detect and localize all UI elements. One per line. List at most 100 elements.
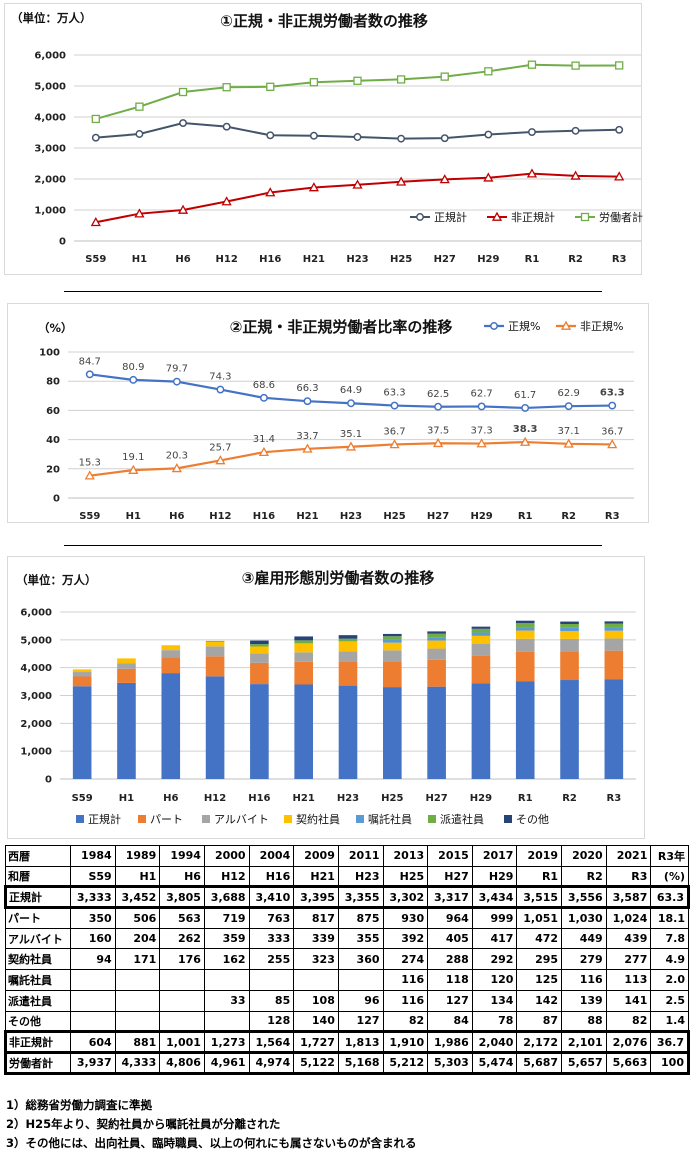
x-tick-label: H23: [346, 254, 368, 265]
table-cell: 4,333: [114, 1050, 161, 1075]
bar-segment: [383, 639, 402, 643]
table-cell: 5,122: [293, 1050, 339, 1075]
bar-segment: [250, 684, 269, 779]
data-point: [303, 397, 312, 406]
table-cell: 33: [203, 989, 250, 1012]
bar-stack-H6: [161, 645, 181, 779]
series-非正規%: 15.3 19.1 20.3 25.7 31.4 33.7 35.1 36.7 37.5 37.3…: [79, 424, 623, 480]
table-cell: 3,333: [70, 885, 116, 910]
table-cell: [70, 1010, 116, 1033]
bar-segment: [427, 686, 446, 779]
table-cell: 817: [293, 907, 339, 929]
table-cell: [159, 969, 205, 991]
x-tick-label: H29: [470, 793, 492, 804]
chart-3-panel: （単位：万人） ③雇用形態別労働者数の推移 0 1,000 2,000 3,000 4,00…: [7, 556, 645, 839]
table-cell: 4,974: [248, 1050, 295, 1075]
table-cell: 204: [114, 927, 161, 950]
chart-2-unit: （%）: [38, 321, 73, 335]
chart-3-title: ③雇用形態別労働者数の推移: [242, 569, 435, 587]
data-point: [564, 402, 573, 411]
data-point: [434, 402, 443, 411]
data-point: [222, 83, 231, 92]
data-point: [309, 131, 318, 140]
table-cell: 881: [114, 1030, 161, 1054]
bar-segment: [383, 636, 402, 640]
table-cell: 1989: [114, 845, 161, 867]
chart-2-title: ②正規・非正規労働者比率の推移: [230, 318, 453, 336]
table-cell: 134: [471, 989, 518, 1012]
bar-stack-R2: [560, 621, 579, 779]
legend-label: 労働者計: [599, 210, 643, 224]
bar-segment: [471, 628, 491, 633]
bar-segment: [117, 658, 136, 664]
data-point: [483, 172, 494, 182]
table-row: その他 128 140 127 82 84 78 87 88 82 1.4: [4, 1010, 689, 1033]
table-header-year: 西暦 1984 1989 1994 2000 2004 2009 2011 2013 2015 20…: [4, 845, 689, 867]
x-tick-label: H12: [216, 254, 238, 265]
table-cell: 113: [605, 969, 652, 991]
x-tick-label: H25: [383, 511, 405, 522]
table-cell: 3,302: [382, 885, 429, 910]
data-label: 36.7: [383, 426, 405, 437]
table-cell: H16: [248, 865, 295, 888]
bar-segment: [604, 638, 624, 651]
table-cell: [70, 989, 116, 1012]
data-point: [222, 122, 231, 131]
data-label: 68.6: [253, 380, 275, 391]
data-label: 20.3: [166, 450, 188, 461]
row-label: 労働者計: [3, 1050, 72, 1075]
data-label: 15.3: [79, 458, 101, 469]
data-point: [608, 401, 617, 410]
x-tick-label: H1: [119, 793, 134, 804]
bar-segment: [338, 641, 358, 652]
table-cell: 292: [471, 948, 518, 971]
data-point: [615, 61, 624, 70]
chart-1-panel: （単位：万人） ①正規・非正規労働者数の推移 0 1,000 2,000 3,000 4,0…: [4, 3, 643, 275]
data-point: [345, 441, 357, 451]
data-point: [84, 470, 95, 480]
row-label: 派遣社員: [4, 989, 72, 1012]
data-point: [259, 393, 268, 402]
bar-segment: [515, 630, 535, 639]
table-cell: 2000: [203, 845, 250, 867]
table-cell: 2015: [427, 845, 473, 867]
bar-segment: [338, 651, 358, 662]
x-tick-label: H29: [470, 511, 492, 522]
table-row: パート 350 506 563 719 763 817 875 930 964 999 1,051 1,…: [4, 907, 689, 929]
row-label: アルバイト: [4, 927, 72, 950]
row-label: パート: [4, 907, 72, 929]
table-cell: 96: [337, 989, 384, 1012]
table-cell: 295: [516, 948, 563, 971]
x-tick-label: S59: [72, 793, 93, 804]
table-cell: (%): [650, 865, 689, 888]
table-cell: 999: [471, 907, 518, 929]
table-cell: 125: [516, 969, 563, 991]
x-tick-label: R3: [607, 793, 622, 804]
y-tick-label: 0: [53, 494, 60, 505]
table-cell: 360: [337, 948, 384, 971]
y-tick-label: 6,000: [20, 608, 52, 619]
y-tick-label: 60: [46, 406, 60, 417]
chart-1-svg: （単位：万人） ①正規・非正規労働者数の推移 0 1,000 2,000 3,000 4,0…: [11, 11, 643, 265]
table-cell: 2.0: [650, 969, 689, 991]
data-point: [177, 204, 189, 214]
data-label: 33.7: [296, 431, 318, 442]
table-cell: 141: [605, 989, 652, 1012]
bar-segment: [250, 644, 269, 647]
legend-label: 正規計: [434, 210, 467, 224]
note-3: 3）その他には、出向社員、臨時職員、以上の何れにも属さないものが含まれる: [6, 1136, 417, 1150]
bar-segment: [471, 632, 491, 636]
table-cell: 2009: [293, 845, 339, 867]
x-tick-label: H1: [132, 254, 147, 265]
legend-label: 正規計: [88, 812, 121, 826]
table-cell: [70, 969, 116, 991]
x-tick-label: R2: [568, 254, 583, 265]
table-cell: 88: [561, 1010, 607, 1033]
y-tick-label: 4,000: [34, 113, 66, 124]
row-label: 契約社員: [4, 948, 72, 971]
table-cell: 87: [516, 1010, 563, 1033]
bar-stack-R3: [604, 621, 624, 779]
data-point: [265, 187, 276, 197]
bar-segment: [338, 685, 358, 779]
table-cell: 405: [427, 927, 473, 950]
